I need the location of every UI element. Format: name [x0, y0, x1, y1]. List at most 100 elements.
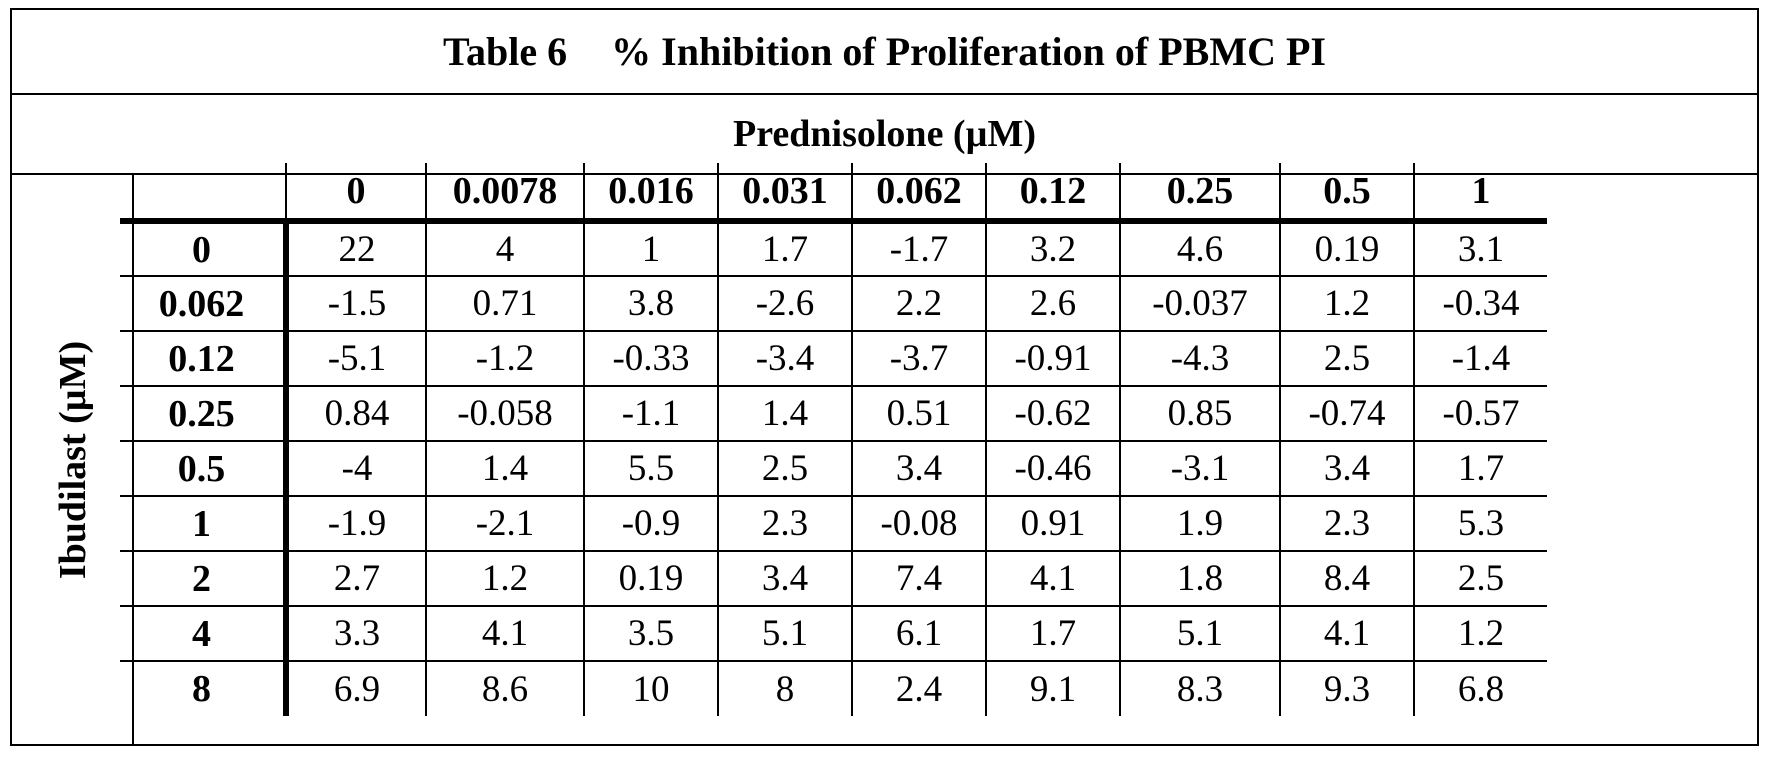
table-cell: 1.4: [425, 440, 585, 497]
column-header: 0.016: [583, 163, 719, 224]
table-cell: -0.08: [851, 495, 987, 552]
column-header: 0: [285, 163, 427, 224]
table-cell: 0.84: [285, 385, 427, 442]
table-cell: -3.7: [851, 330, 987, 387]
table-row: 0.12 -5.1 -1.2 -0.33 -3.4 -3.7 -0.91 -4.3 2.5 -1.…: [120, 330, 1547, 387]
table-cell: 2.5: [1279, 330, 1415, 387]
table-cell: 8.6: [425, 660, 585, 716]
table-cell: 3.5: [583, 605, 719, 662]
table-cell: 10: [583, 660, 719, 716]
column-header: 0.25: [1119, 163, 1281, 224]
table-cell: -0.037: [1119, 275, 1281, 332]
table-cell: 1.8: [1119, 550, 1281, 607]
table-cell: 0.91: [985, 495, 1121, 552]
row-group-label: Ibudilast (µM): [52, 340, 94, 579]
table-cell: -0.46: [985, 440, 1121, 497]
table-cell: 2.4: [851, 660, 987, 716]
row-header: 0: [120, 220, 289, 277]
table-cell: 1.9: [1119, 495, 1281, 552]
table-cell: 6.9: [285, 660, 427, 716]
table-row: 0.5 -4 1.4 5.5 2.5 3.4 -0.46 -3.1 3.4 1.7: [120, 440, 1547, 497]
table-number: Table 6: [443, 29, 568, 74]
column-header: 0.031: [717, 163, 853, 224]
table-cell: 1.7: [1413, 440, 1547, 497]
table-cell: 7.4: [851, 550, 987, 607]
row-header: 0.12: [120, 330, 289, 387]
table-cell: -0.9: [583, 495, 719, 552]
table-cell: -5.1: [285, 330, 427, 387]
table-cell: 22: [285, 220, 427, 277]
table-cell: 3.4: [1279, 440, 1415, 497]
table-cell: -1.1: [583, 385, 719, 442]
column-header: 1: [1413, 163, 1547, 224]
table-cell: 0.51: [851, 385, 987, 442]
column-group-label: Prednisolone (µM): [733, 113, 1036, 155]
table-cell: -1.9: [285, 495, 427, 552]
table-cell: -0.74: [1279, 385, 1415, 442]
table-cell: 2.5: [1413, 550, 1547, 607]
table-cell: 5.1: [717, 605, 853, 662]
table-cell: 5.1: [1119, 605, 1281, 662]
table-cell: -1.5: [285, 275, 427, 332]
table-cell: 2.2: [851, 275, 987, 332]
column-header: 0.062: [851, 163, 987, 224]
table-cell: 1.7: [985, 605, 1121, 662]
row-group-header: Ibudilast (µM): [12, 175, 134, 744]
table-cell: -2.6: [717, 275, 853, 332]
table-cell: 6.8: [1413, 660, 1547, 716]
table-row: 0.25 0.84 -0.058 -1.1 1.4 0.51 -0.62 0.85 -0.74-…: [120, 385, 1547, 442]
table-cell: 1.4: [717, 385, 853, 442]
table-cell: 1.2: [1279, 275, 1415, 332]
column-header: 0.0078: [425, 163, 585, 224]
table-cell: 1.2: [1413, 605, 1547, 662]
table-row: 4 3.3 4.1 3.5 5.1 6.1 1.7 5.1 4.1 1.2: [120, 605, 1547, 662]
table-cell: -4: [285, 440, 427, 497]
table-cell: 0.85: [1119, 385, 1281, 442]
table-cell: 1.2: [425, 550, 585, 607]
table-row: 0.062 -1.5 0.71 3.8 -2.6 2.2 2.6 -0.037 1.2 -0.34: [120, 275, 1547, 332]
row-header: 8: [120, 660, 289, 716]
table-cell: 4: [425, 220, 585, 277]
table-cell: -0.33: [583, 330, 719, 387]
table-cell: -0.91: [985, 330, 1121, 387]
table-cell: 4.1: [425, 605, 585, 662]
table-cell: 9.3: [1279, 660, 1415, 716]
row-header: 0.5: [120, 440, 289, 497]
table-cell: 3.4: [851, 440, 987, 497]
data-table: 0 0.0078 0.016 0.031 0.062 0.12 0.25 0.5 1 0 22 4 1 1…: [120, 163, 1547, 716]
corner-cell: [120, 163, 287, 224]
row-header: 0.062: [120, 275, 289, 332]
table-cell: -2.1: [425, 495, 585, 552]
table-cell: 4.1: [1279, 605, 1415, 662]
table-cell: 2.3: [1279, 495, 1415, 552]
table-cell: 0.19: [1279, 220, 1415, 277]
table-cell: -1.7: [851, 220, 987, 277]
table-cell: 3.1: [1413, 220, 1547, 277]
table-cell: 3.4: [717, 550, 853, 607]
table-cell: 0.19: [583, 550, 719, 607]
table-cell: -3.4: [717, 330, 853, 387]
table-cell: -0.34: [1413, 275, 1547, 332]
table-cell: -1.4: [1413, 330, 1547, 387]
row-header: 1: [120, 495, 289, 552]
table-cell: 1: [583, 220, 719, 277]
row-header: 2: [120, 550, 289, 607]
table-row: 2 2.7 1.2 0.19 3.4 7.4 4.1 1.8 8.4 2.5: [120, 550, 1547, 607]
table-cell: 2.6: [985, 275, 1121, 332]
table-row: 8 6.9 8.6 10 8 2.4 9.1 8.3 9.3 6.8: [120, 660, 1547, 716]
table-row: 1 -1.9 -2.1 -0.9 2.3 -0.08 0.91 1.9 2.3 5.3: [120, 495, 1547, 552]
table-cell: 9.1: [985, 660, 1121, 716]
table-cell: 8: [717, 660, 853, 716]
table-cell: 5.5: [583, 440, 719, 497]
row-header: 0.25: [120, 385, 289, 442]
table-cell: 3.2: [985, 220, 1121, 277]
column-header: 0.5: [1279, 163, 1415, 224]
table-cell: -4.3: [1119, 330, 1281, 387]
table-title: Table 6 % Inhibition of Proliferation of…: [12, 10, 1757, 95]
table-cell: -3.1: [1119, 440, 1281, 497]
table-cell: 4.1: [985, 550, 1121, 607]
table-cell: 2.5: [717, 440, 853, 497]
table-cell: -0.57: [1413, 385, 1547, 442]
table-cell: 6.1: [851, 605, 987, 662]
table-cell: 2.7: [285, 550, 427, 607]
